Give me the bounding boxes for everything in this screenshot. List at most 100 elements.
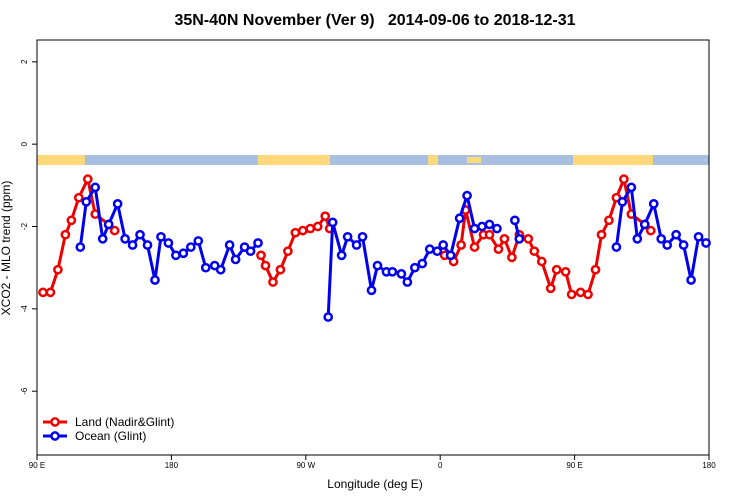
point [327, 217, 338, 228]
point [73, 192, 84, 203]
point [632, 234, 643, 244]
point [432, 246, 443, 257]
point [171, 250, 181, 261]
legend-label: Ocean (Glint) [75, 429, 146, 443]
point [193, 236, 204, 246]
point [523, 234, 534, 244]
point [469, 223, 480, 234]
point [596, 229, 607, 240]
point [135, 229, 145, 240]
legend-marker [50, 431, 60, 441]
point [103, 219, 114, 230]
x-tick-label: 180 [165, 461, 179, 470]
point [469, 242, 480, 252]
legend-label: Land (Nadir&Glint) [75, 415, 174, 429]
point [484, 219, 495, 230]
point [409, 262, 420, 273]
point [97, 234, 108, 244]
point [297, 225, 308, 236]
point [260, 260, 271, 271]
point [583, 289, 593, 300]
point [75, 242, 86, 252]
x-tick-label: 180 [702, 461, 716, 470]
y-tick-label: -6 [20, 387, 29, 395]
point [402, 277, 413, 287]
x-tick-label: 90 W [296, 461, 315, 470]
point [626, 182, 637, 193]
point [351, 240, 362, 250]
point [230, 254, 241, 265]
y-tick-label: 0 [20, 141, 29, 146]
point [492, 223, 502, 234]
point [323, 312, 334, 322]
point [90, 182, 101, 193]
point [60, 229, 71, 240]
point [510, 215, 520, 226]
point [438, 240, 449, 250]
point [686, 275, 696, 285]
point [336, 250, 347, 261]
point [290, 227, 301, 238]
point [53, 264, 63, 275]
point [366, 285, 377, 296]
point [611, 242, 622, 252]
point [253, 238, 263, 248]
point [529, 246, 540, 257]
y-tick-label: -2 [20, 222, 29, 230]
point [120, 234, 130, 244]
point [200, 262, 211, 273]
point [575, 287, 586, 298]
point [109, 225, 120, 236]
point [372, 260, 383, 271]
point [560, 266, 571, 277]
point [545, 283, 556, 294]
point [127, 240, 138, 250]
point [38, 287, 48, 298]
point [619, 174, 629, 185]
point [424, 244, 435, 254]
point [617, 196, 628, 207]
point [81, 196, 92, 207]
x-tick-label: 90 E [29, 461, 45, 470]
chart-title: 35N-40N November (Ver 9) 2014-09-06 to 2… [174, 12, 575, 29]
point [493, 244, 504, 254]
point [445, 250, 456, 261]
point [648, 199, 659, 209]
point [693, 231, 704, 242]
point [536, 256, 547, 267]
point [178, 248, 189, 259]
point [507, 252, 517, 263]
point [342, 231, 353, 242]
point [150, 275, 160, 285]
point [387, 266, 398, 277]
x-axis-label: Longitude (deg E) [327, 477, 422, 491]
y-tick-label: 2 [20, 59, 29, 64]
point [396, 268, 407, 279]
point [185, 242, 196, 252]
point [566, 289, 577, 300]
point [283, 246, 293, 257]
point [678, 240, 689, 250]
point [245, 246, 256, 257]
point [499, 234, 510, 244]
point [357, 231, 368, 242]
point [163, 238, 174, 248]
point [256, 250, 266, 261]
point [112, 199, 123, 209]
point [456, 240, 466, 250]
point [639, 219, 650, 230]
point [312, 221, 323, 232]
point [662, 240, 673, 250]
x-tick-label: 0 [438, 461, 443, 470]
point [671, 229, 681, 240]
y-tick-label: -4 [20, 305, 29, 313]
point [142, 240, 153, 250]
point [701, 238, 711, 248]
legend-marker [50, 417, 60, 427]
point [656, 234, 667, 244]
point [320, 211, 331, 222]
point [551, 264, 562, 275]
point [484, 229, 495, 240]
point [305, 223, 316, 234]
point [604, 215, 614, 226]
